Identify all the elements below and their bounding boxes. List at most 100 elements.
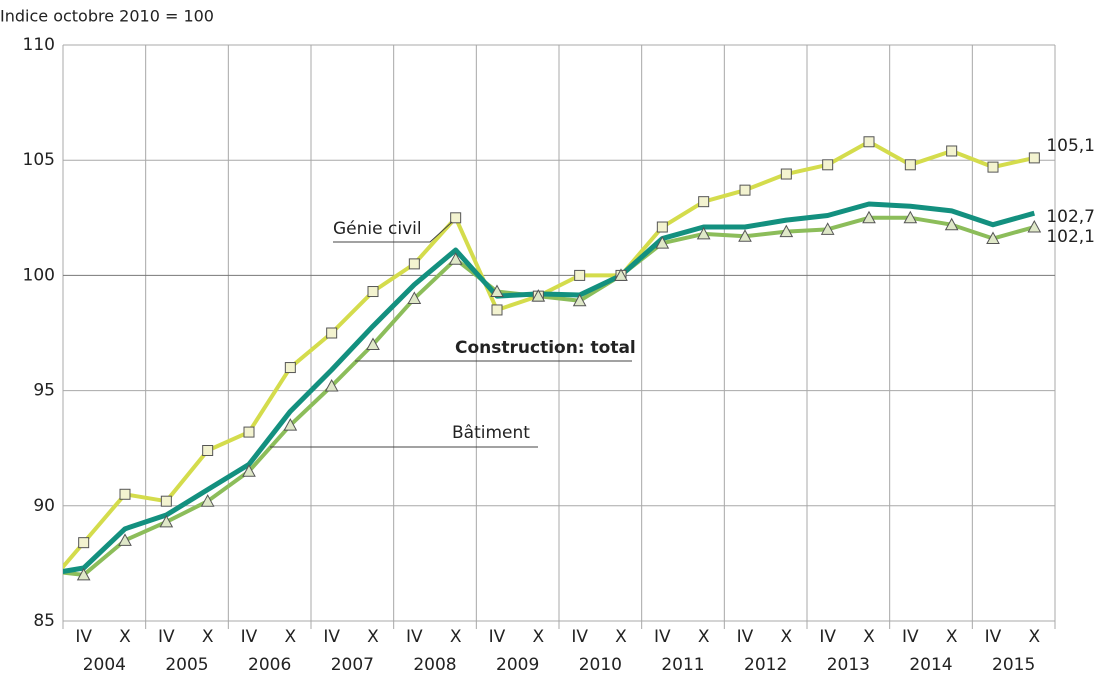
- marker: [283, 418, 298, 431]
- x-tick-label: X: [781, 627, 793, 647]
- marker: [822, 159, 834, 171]
- marker: [779, 224, 794, 238]
- x-tick-label: X: [450, 627, 462, 647]
- marker: [531, 289, 546, 302]
- x-tick-label: X: [119, 627, 131, 647]
- year-label: 2005: [165, 655, 208, 675]
- marker: [986, 231, 1000, 245]
- series-line: [63, 139, 1035, 570]
- marker: [614, 268, 628, 281]
- x-tick-label: IV: [489, 627, 506, 647]
- y-tick-label: 100: [23, 265, 55, 285]
- marker: [159, 514, 174, 528]
- x-tick-label: X: [615, 627, 627, 647]
- marker: [944, 217, 959, 231]
- marker: [119, 488, 131, 500]
- year-label: 2010: [579, 655, 622, 675]
- marker: [1027, 219, 1042, 233]
- year-label: 2013: [827, 655, 870, 675]
- marker: [118, 533, 132, 546]
- series-line: [63, 215, 1035, 577]
- marker: [903, 210, 918, 224]
- x-tick-label: IV: [985, 627, 1002, 647]
- marker: [987, 161, 999, 173]
- year-label: 2012: [744, 655, 787, 675]
- marker: [160, 495, 172, 507]
- marker: [200, 494, 215, 507]
- leader-line: [333, 221, 453, 243]
- series-label: Bâtiment: [452, 423, 530, 443]
- year-label: 2007: [331, 655, 374, 675]
- year-label: 2015: [992, 655, 1035, 675]
- year-label: 2014: [909, 655, 952, 675]
- x-tick-label: X: [533, 627, 545, 647]
- marker: [946, 145, 958, 157]
- x-tick-label: X: [1029, 627, 1041, 647]
- marker: [491, 304, 503, 316]
- plot-area: [63, 139, 1036, 577]
- y-axis-label: Indice octobre 2010 = 100: [0, 7, 214, 26]
- marker: [572, 293, 587, 307]
- y-tick-label: 85: [33, 611, 55, 631]
- x-tick-label: X: [946, 627, 958, 647]
- year-label: 2004: [83, 655, 126, 675]
- marker: [863, 136, 875, 148]
- marker: [407, 291, 422, 304]
- marker: [78, 537, 90, 549]
- marker: [904, 159, 916, 171]
- x-tick-label: IV: [737, 627, 754, 647]
- x-tick-label: IV: [406, 627, 423, 647]
- end-label: 102,7: [1046, 207, 1095, 227]
- marker: [739, 184, 751, 196]
- marker: [656, 221, 668, 233]
- marker: [820, 222, 835, 235]
- end-label: 102,1: [1046, 227, 1095, 247]
- marker: [738, 229, 752, 242]
- marker: [490, 284, 504, 298]
- marker: [366, 337, 380, 351]
- marker: [698, 196, 710, 208]
- marker: [696, 226, 711, 240]
- series-line: [63, 201, 1036, 574]
- marker: [450, 212, 462, 224]
- year-label: 2009: [496, 655, 539, 675]
- year-label: 2011: [661, 655, 704, 675]
- marker: [655, 236, 670, 249]
- end-label: 105,1: [1046, 136, 1095, 156]
- x-tick-label: X: [698, 627, 710, 647]
- x-tick-label: IV: [158, 627, 175, 647]
- marker: [780, 168, 792, 180]
- marker: [76, 567, 91, 581]
- y-tick-label: 105: [23, 150, 55, 170]
- x-tick-label: IV: [75, 627, 92, 647]
- x-tick-label: IV: [323, 627, 340, 647]
- series-label: Construction: total: [455, 338, 636, 358]
- year-label: 2008: [413, 655, 456, 675]
- x-tick-label: X: [367, 627, 379, 647]
- x-tick-label: IV: [819, 627, 836, 647]
- x-tick-label: IV: [571, 627, 588, 647]
- marker: [284, 362, 296, 374]
- marker: [326, 327, 338, 339]
- marker: [202, 445, 214, 457]
- marker: [324, 378, 339, 392]
- series-label: Génie civil: [333, 219, 422, 239]
- x-tick-label: X: [285, 627, 297, 647]
- year-label: 2006: [248, 655, 291, 675]
- marker: [1028, 152, 1040, 164]
- x-tick-label: X: [863, 627, 875, 647]
- marker: [862, 210, 876, 224]
- y-tick-label: 95: [33, 381, 55, 401]
- x-tick-label: IV: [902, 627, 919, 647]
- y-tick-label: 110: [23, 35, 55, 55]
- x-tick-label: IV: [241, 627, 258, 647]
- marker: [448, 252, 463, 265]
- y-tick-label: 90: [33, 496, 55, 516]
- x-tick-label: X: [202, 627, 214, 647]
- marker: [243, 426, 255, 438]
- marker: [367, 286, 379, 298]
- x-tick-label: IV: [654, 627, 671, 647]
- marker: [574, 269, 586, 281]
